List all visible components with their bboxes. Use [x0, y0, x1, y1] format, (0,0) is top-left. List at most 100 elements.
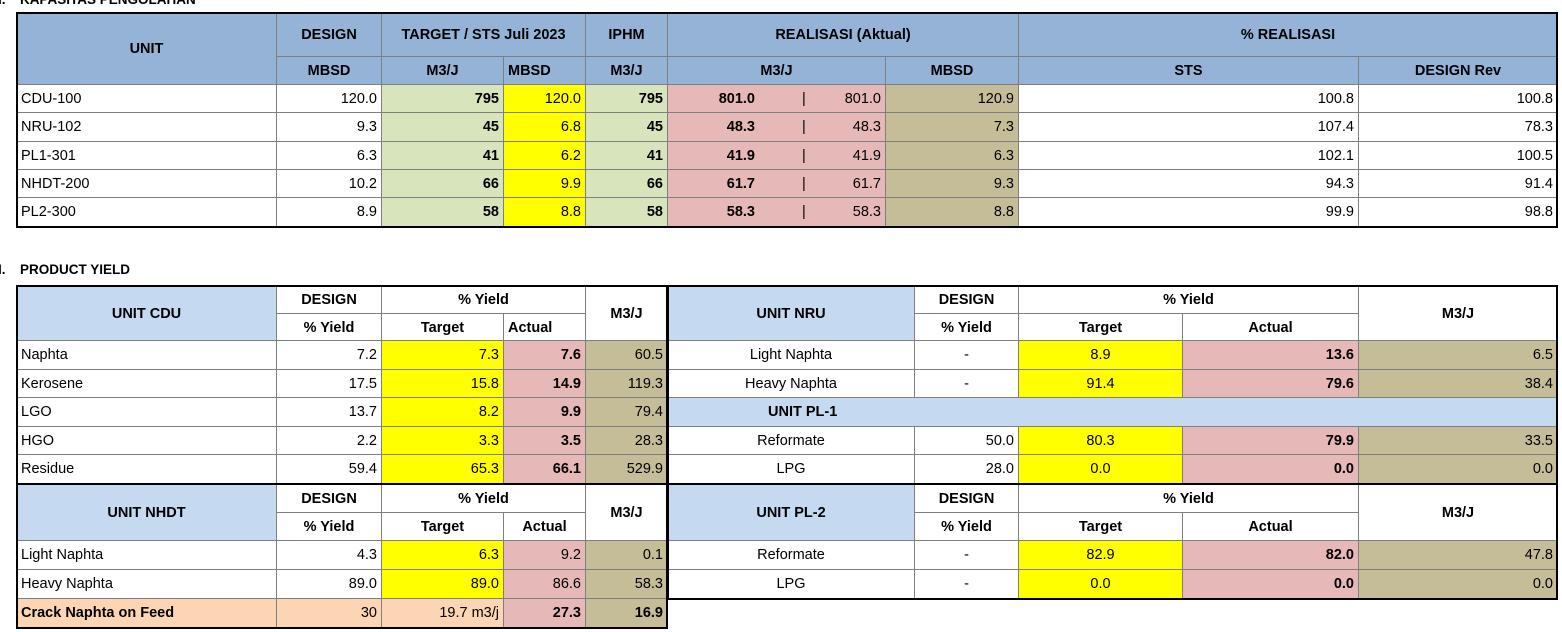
cell-text: IPHM [608, 26, 645, 43]
cell-text: 99.9 [1325, 204, 1354, 220]
cell-text: 61.7 [852, 175, 881, 192]
cell-text: 0.0 [1532, 461, 1553, 477]
cell-text: Reformate [757, 432, 825, 449]
cell-text: - [964, 375, 969, 392]
cell-text: - [964, 576, 969, 592]
cell-text: Light Naphta [749, 347, 833, 363]
cell: 89.0 [276, 569, 382, 599]
cell: 59.4 [276, 454, 382, 484]
cell: 99.9 [1018, 197, 1359, 227]
header-cell: MBSD [885, 56, 1019, 85]
cell-text: Target [1078, 319, 1123, 336]
cell: 7.6 [503, 340, 586, 370]
cell-text: PL2-300 [21, 204, 76, 220]
cell: 6.5 [1358, 340, 1558, 370]
cell-text: 38.4 [1524, 375, 1553, 392]
cell-text: DESIGN [938, 291, 995, 308]
cell-text: 0.1 [642, 547, 663, 563]
cell-text: 61.7 [726, 175, 755, 192]
header-cell: UNIT NHDT [16, 484, 277, 541]
cell-text: 9.3 [356, 119, 377, 135]
header-cell: DESIGN Rev [1358, 56, 1558, 85]
cell: 8.8 [503, 197, 586, 227]
cell: LGO [16, 397, 277, 427]
cell: PL2-300 [16, 197, 277, 227]
header-cell: Actual [1182, 512, 1359, 541]
cell-text: 66.1 [552, 461, 581, 477]
cell: 98.8 [1358, 197, 1558, 227]
cell-text: HGO [21, 432, 55, 449]
cell-text: STS [1174, 62, 1203, 79]
cell-text: 94.3 [1325, 175, 1354, 192]
header-cell: % Yield [276, 313, 382, 342]
cell: 0.0 [1182, 454, 1359, 484]
cell: Heavy Naphta [667, 369, 915, 398]
header-cell: STS [1018, 56, 1359, 85]
cell-text: 91.4 [1086, 375, 1115, 392]
cell: 79.9 [1182, 426, 1359, 455]
cell-text: PRODUCT YIELD [20, 262, 131, 277]
cell-text: M3/J [610, 62, 643, 79]
cell-text: LPG [776, 461, 806, 477]
cell-text: LPG [776, 576, 806, 592]
cell: NRU-102 [16, 112, 277, 142]
cell-text: 59.4 [348, 461, 377, 477]
header-cell: DESIGN [914, 484, 1019, 513]
header-cell: UNIT CDU [16, 285, 277, 342]
cell: 3.3 [381, 426, 504, 455]
cell-text: - [964, 547, 969, 563]
cell-text: 102.1 [1317, 147, 1354, 164]
cell: 30 [276, 598, 382, 628]
cell: 79.6 [1182, 369, 1359, 398]
cell-text: MBSD [307, 62, 351, 79]
header-cell: % Yield [914, 313, 1019, 342]
header-cell: M3/J [1358, 484, 1558, 541]
cell-text: Kerosene [21, 375, 84, 392]
cell: 14.9 [503, 369, 586, 398]
cell-text: 79.6 [1325, 375, 1354, 392]
cell: 529.9 [585, 454, 668, 484]
header-cell: TARGET / STS Juli 2023 [381, 12, 586, 57]
header-cell: Target [381, 512, 504, 541]
cell-text: 100.5 [1516, 147, 1553, 164]
cell-text: 9.9 [560, 404, 581, 420]
cell: 60.5 [585, 340, 668, 370]
cell-text: 30 [360, 605, 377, 621]
cell-text: % Yield [303, 518, 355, 535]
header-cell: % Yield [1018, 285, 1359, 314]
header-cell: M3/J [381, 56, 504, 85]
cell-text: 78.3 [1524, 119, 1553, 135]
cell: 91.4 [1358, 169, 1558, 198]
cell: Reformate [667, 426, 915, 455]
cell-text: 15.8 [470, 375, 499, 392]
cell-text: 79.4 [634, 404, 663, 420]
cell-text: 8.9 [1090, 347, 1111, 363]
cell-text: NRU-102 [21, 119, 82, 135]
header-cell: M3/J [585, 285, 668, 342]
cell-text: CDU-100 [21, 90, 82, 107]
cell: 6.3 [381, 540, 504, 570]
cell-text: UNIT [129, 40, 164, 57]
cell: 801.0 | 801.0 [667, 84, 886, 113]
cell: 0.0 [1358, 569, 1558, 599]
cell-text: M3/J [760, 62, 793, 79]
cell: LPG [667, 569, 915, 599]
cell: LPG [667, 454, 915, 484]
cell-text: I. [0, 262, 6, 277]
cell: - [914, 540, 1019, 570]
cell: 8.9 [1018, 340, 1183, 370]
cell: 102.1 [1018, 141, 1359, 170]
cell-text: 3.3 [478, 432, 499, 449]
cell-text: 100.8 [1516, 90, 1553, 107]
cell-text: 8.9 [356, 204, 377, 220]
cell-text: MBSD [930, 62, 974, 79]
cell: 94.3 [1018, 169, 1359, 198]
cell-text: DESIGN [938, 490, 995, 507]
cell: 41 [585, 141, 668, 170]
cell-text: 27.3 [552, 605, 581, 621]
cell-text: Heavy Naphta [21, 576, 113, 592]
cell-text: 33.5 [1524, 432, 1553, 449]
cell-text: | [802, 147, 806, 164]
cell: 47.8 [1358, 540, 1558, 570]
cell-text: 16.9 [634, 605, 663, 621]
